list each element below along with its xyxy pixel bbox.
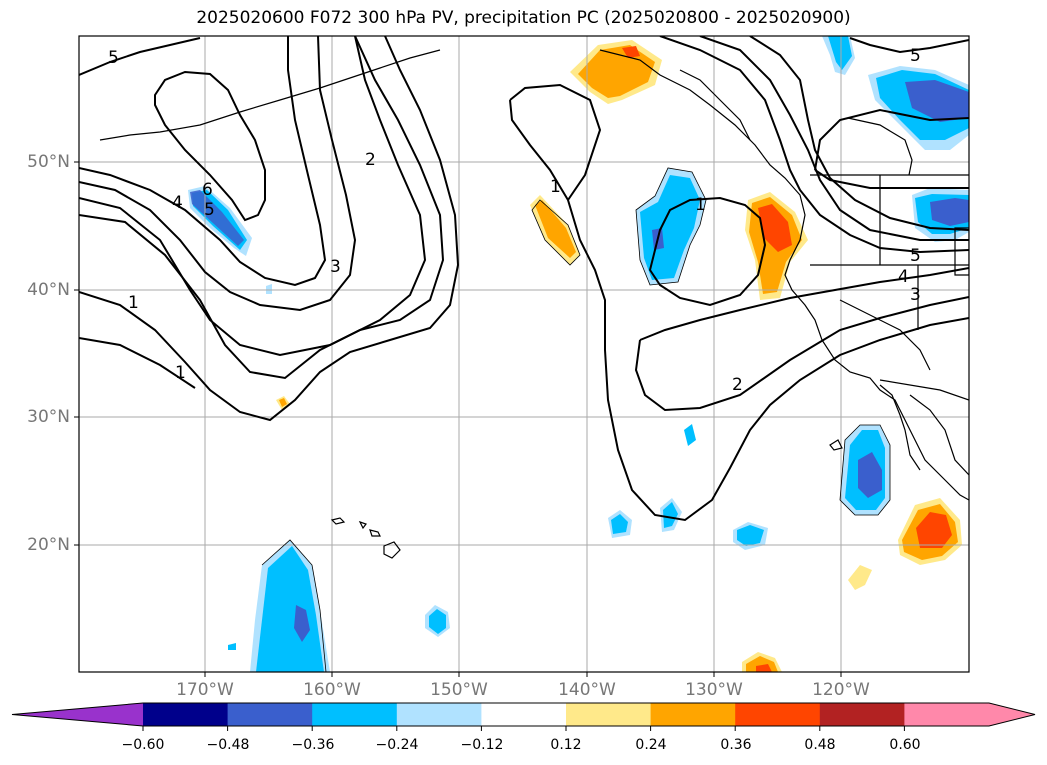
map-title: 2025020600 F072 300 hPa PV, precipitatio… — [196, 8, 851, 28]
colorbar-extend-low — [12, 703, 143, 726]
colorbar — [11, 702, 1036, 731]
colorbar-tick-label: −0.36 — [291, 737, 335, 753]
colorbar-segment — [819, 703, 905, 726]
contour-label: 1 — [550, 177, 561, 197]
contour-label: 1 — [128, 293, 139, 313]
lon-label: 150°W — [430, 680, 488, 700]
colorbar-segment — [227, 703, 313, 726]
lon-label: 140°W — [558, 680, 616, 700]
contour-label: 1 — [695, 195, 706, 215]
lat-label: 20°N — [27, 535, 70, 555]
colorbar-segment — [396, 703, 482, 726]
contour-label: 1 — [175, 363, 186, 383]
lat-label: 30°N — [27, 407, 70, 427]
map-frame-bg — [79, 36, 969, 672]
map-border — [78, 35, 970, 673]
colorbar-segment — [566, 703, 652, 726]
contour-label: 2 — [365, 150, 376, 170]
colorbar-tick-label: 0.24 — [635, 737, 667, 753]
contour-label: 5 — [204, 200, 215, 220]
lon-label: 170°W — [176, 680, 234, 700]
colorbar-segment — [143, 703, 229, 726]
contour-label: 3 — [910, 285, 921, 305]
colorbar-tick-label: 0.36 — [720, 737, 752, 753]
lon-label: 120°W — [812, 680, 870, 700]
colorbar-extend-high — [989, 703, 1035, 726]
lat-label: 50°N — [27, 152, 70, 172]
contour-label: 4 — [172, 193, 183, 213]
contour-label: 3 — [330, 257, 341, 277]
lat-label: 40°N — [27, 280, 70, 300]
colorbar-tick-label: −0.48 — [206, 737, 250, 753]
contour-label: 5 — [910, 46, 921, 66]
coastlines — [99, 49, 969, 559]
colorbar-segment — [904, 703, 990, 726]
colorbar-tick-label: 0.48 — [804, 737, 836, 753]
lon-label: 130°W — [685, 680, 743, 700]
pv-contours — [79, 36, 969, 522]
colorbar-tick-label: −0.12 — [460, 737, 504, 753]
colorbar-segment — [735, 703, 821, 726]
colorbar-segment — [481, 703, 567, 726]
lon-label: 160°W — [303, 680, 361, 700]
contour-label: 4 — [898, 267, 909, 287]
contour-labels: 5 6 5 4 1 1 3 2 1 1 2 5 5 4 3 — [108, 46, 921, 395]
precip-outlines — [261, 167, 891, 672]
colorbar-tick-label: −0.24 — [375, 737, 419, 753]
colorbar-tick-label: 0.12 — [550, 737, 582, 753]
colorbar-tick-label: 0.60 — [889, 737, 921, 753]
contour-label: 5 — [910, 246, 921, 266]
contour-label: 6 — [202, 180, 213, 200]
colorbar-tick-label: −0.60 — [121, 737, 165, 753]
colorbar-segment — [312, 703, 398, 726]
axis-ticks — [74, 161, 842, 677]
colorbar-segment — [650, 703, 736, 726]
contour-label: 2 — [732, 375, 743, 395]
contour-label: 5 — [108, 48, 119, 68]
